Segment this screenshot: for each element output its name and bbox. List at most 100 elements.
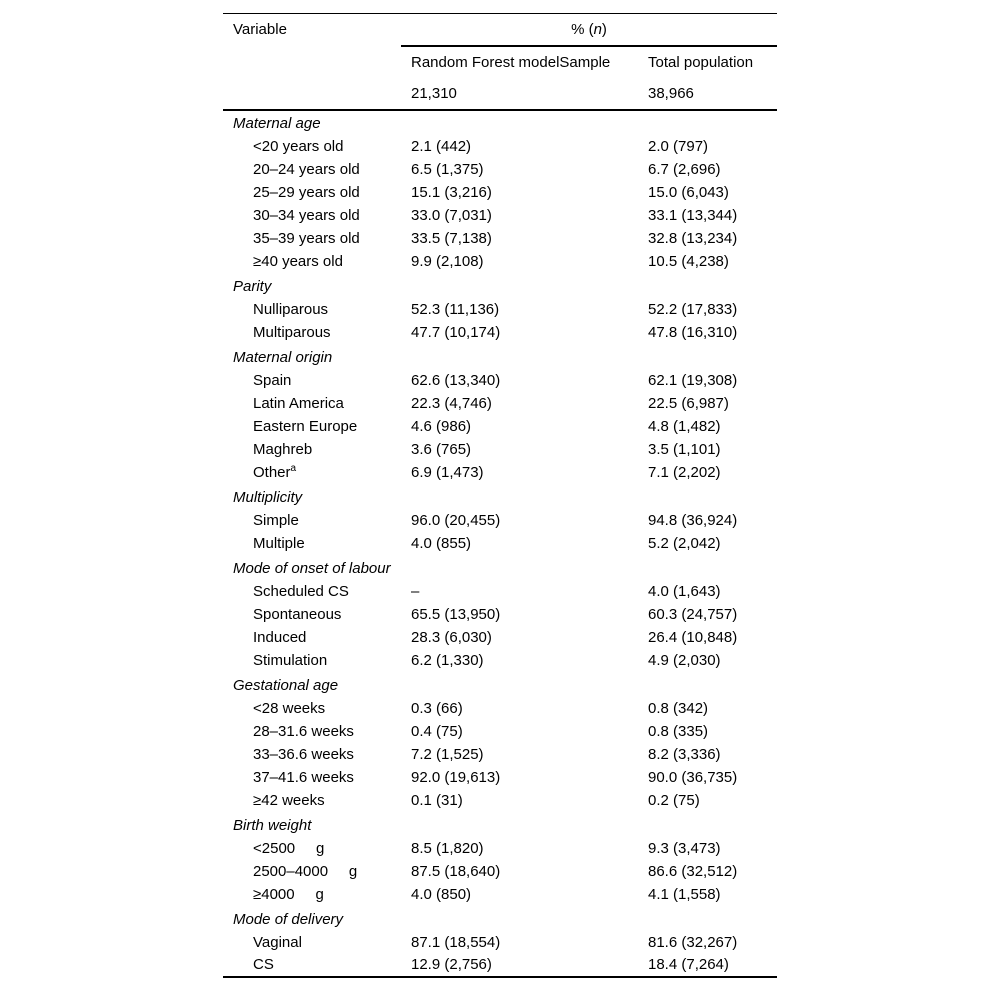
total-value: 15.0 (6,043) bbox=[648, 183, 729, 201]
total-value: 33.1 (13,344) bbox=[648, 206, 738, 224]
row-label: Simple bbox=[253, 511, 299, 529]
sample-value: 3.6 (765) bbox=[411, 440, 472, 458]
total-value: 0.8 (342) bbox=[648, 699, 709, 717]
section-title: Mode of onset of labour bbox=[233, 559, 391, 577]
table-row: ≥4000 g 4.0 (850) 4.1 (1,558) bbox=[223, 883, 777, 906]
table-row: Maghreb 3.6 (765) 3.5 (1,101) bbox=[223, 438, 777, 461]
row-label: 25–29 years old bbox=[253, 183, 360, 201]
row-label: 2500–4000 g bbox=[253, 862, 358, 880]
row-label: Scheduled CS bbox=[253, 582, 349, 600]
row-label: Othera bbox=[253, 462, 297, 481]
table-row: <20 years old 2.1 (442) 2.0 (797) bbox=[223, 135, 777, 158]
sample-value: 33.0 (7,031) bbox=[411, 206, 492, 224]
total-value: 90.0 (36,735) bbox=[648, 768, 738, 786]
sample-value: 87.5 (18,640) bbox=[411, 862, 501, 880]
total-value: 47.8 (16,310) bbox=[648, 323, 738, 341]
percent-n-close: ) bbox=[601, 20, 607, 38]
table-row: Multiple 4.0 (855) 5.2 (2,042) bbox=[223, 532, 777, 555]
sample-value: 2.1 (442) bbox=[411, 137, 472, 155]
total-value: 8.2 (3,336) bbox=[648, 745, 721, 763]
table-row: Spontaneous 65.5 (13,950) 60.3 (24,757) bbox=[223, 603, 777, 626]
row-label: Eastern Europe bbox=[253, 417, 358, 435]
total-value: 5.2 (2,042) bbox=[648, 534, 721, 552]
sample-value: 4.0 (855) bbox=[411, 534, 472, 552]
total-value: 22.5 (6,987) bbox=[648, 394, 729, 412]
table-row: 35–39 years old 33.5 (7,138) 32.8 (13,234) bbox=[223, 227, 777, 250]
table-container: Variable % (n) Random Forest modelSample… bbox=[223, 13, 777, 978]
table-row: Multiparous 47.7 (10,174) 47.8 (16,310) bbox=[223, 321, 777, 344]
total-value: 10.5 (4,238) bbox=[648, 252, 729, 270]
table-row: Induced 28.3 (6,030) 26.4 (10,848) bbox=[223, 626, 777, 649]
sample-value: 4.0 (850) bbox=[411, 885, 472, 903]
row-label: Vaginal bbox=[253, 933, 302, 951]
total-value: 62.1 (19,308) bbox=[648, 371, 738, 389]
table-body: Maternal age <20 years old 2.1 (442) 2.0 (7… bbox=[223, 110, 777, 977]
sample-value: 65.5 (13,950) bbox=[411, 605, 501, 623]
section-row: Mode of onset of labour bbox=[223, 555, 777, 580]
row-label: 35–39 years old bbox=[253, 229, 360, 247]
empty-header-cell bbox=[223, 46, 401, 78]
table-row: ≥42 weeks 0.1 (31) 0.2 (75) bbox=[223, 789, 777, 812]
sample-value: 4.6 (986) bbox=[411, 417, 472, 435]
section-title: Multiplicity bbox=[233, 488, 303, 506]
row-label: ≥40 years old bbox=[253, 252, 343, 270]
total-value: 4.9 (2,030) bbox=[648, 651, 721, 669]
table-row: <2500 g 8.5 (1,820) 9.3 (3,473) bbox=[223, 837, 777, 860]
section-title: Gestational age bbox=[233, 676, 339, 694]
variable-column-header: Variable bbox=[233, 21, 287, 39]
sample-value: 12.9 (2,756) bbox=[411, 956, 492, 973]
row-label: 20–24 years old bbox=[253, 160, 360, 178]
table-row: Othera 6.9 (1,473) 7.1 (2,202) bbox=[223, 461, 777, 484]
header-row-counts: 21,310 38,966 bbox=[223, 77, 777, 111]
row-label: Spain bbox=[253, 371, 292, 389]
row-label: Induced bbox=[253, 628, 307, 646]
row-label: Spontaneous bbox=[253, 605, 342, 623]
table-row: 37–41.6 weeks 92.0 (19,613) 90.0 (36,735) bbox=[223, 766, 777, 789]
sample-value: 33.5 (7,138) bbox=[411, 229, 492, 247]
table-row: 30–34 years old 33.0 (7,031) 33.1 (13,344) bbox=[223, 204, 777, 227]
row-label: ≥42 weeks bbox=[253, 791, 325, 809]
total-value: 4.1 (1,558) bbox=[648, 885, 721, 903]
sample-value: 6.9 (1,473) bbox=[411, 463, 484, 481]
total-value: 0.2 (75) bbox=[648, 791, 700, 809]
table-row: <28 weeks 0.3 (66) 0.8 (342) bbox=[223, 697, 777, 720]
sample-value: 7.2 (1,525) bbox=[411, 745, 484, 763]
row-label: Multiple bbox=[253, 534, 305, 552]
sample-value: – bbox=[411, 582, 420, 600]
table-row: Stimulation 6.2 (1,330) 4.9 (2,030) bbox=[223, 649, 777, 672]
total-count: 38,966 bbox=[638, 77, 777, 111]
sample-count: 21,310 bbox=[401, 77, 638, 111]
total-value: 4.0 (1,643) bbox=[648, 582, 721, 600]
sample-column-header: Random Forest modelSample bbox=[411, 53, 611, 71]
sample-value: 8.5 (1,820) bbox=[411, 839, 484, 857]
sample-value: 0.3 (66) bbox=[411, 699, 463, 717]
total-value: 26.4 (10,848) bbox=[648, 628, 738, 646]
sample-value: 6.2 (1,330) bbox=[411, 651, 484, 669]
table-row: Latin America 22.3 (4,746) 22.5 (6,987) bbox=[223, 392, 777, 415]
total-value: 18.4 (7,264) bbox=[648, 956, 729, 973]
row-label: <20 years old bbox=[253, 137, 344, 155]
table-row: Eastern Europe 4.6 (986) 4.8 (1,482) bbox=[223, 415, 777, 438]
sample-value: 28.3 (6,030) bbox=[411, 628, 492, 646]
table-row: 2500–4000 g 87.5 (18,640) 86.6 (32,512) bbox=[223, 860, 777, 883]
total-value: 52.2 (17,833) bbox=[648, 300, 738, 318]
section-title: Birth weight bbox=[233, 816, 312, 834]
table-row: 33–36.6 weeks 7.2 (1,525) 8.2 (3,336) bbox=[223, 743, 777, 766]
table-header: Variable % (n) Random Forest modelSample… bbox=[223, 13, 777, 111]
total-value: 2.0 (797) bbox=[648, 137, 709, 155]
sample-value: 15.1 (3,216) bbox=[411, 183, 492, 201]
total-value: 0.8 (335) bbox=[648, 722, 709, 740]
sample-value: 92.0 (19,613) bbox=[411, 768, 501, 786]
total-value: 60.3 (24,757) bbox=[648, 605, 738, 623]
header-row-2: Random Forest modelSample Total populati… bbox=[223, 46, 777, 78]
section-title: Maternal age bbox=[233, 115, 321, 132]
percent-n-open: % ( bbox=[571, 20, 594, 38]
sample-value: 62.6 (13,340) bbox=[411, 371, 501, 389]
total-value: 9.3 (3,473) bbox=[648, 839, 721, 857]
section-title: Maternal origin bbox=[233, 348, 333, 366]
footnote-marker: a bbox=[290, 462, 297, 474]
row-label: Latin America bbox=[253, 394, 344, 412]
total-value: 81.6 (32,267) bbox=[648, 933, 738, 951]
total-value: 32.8 (13,234) bbox=[648, 229, 738, 247]
